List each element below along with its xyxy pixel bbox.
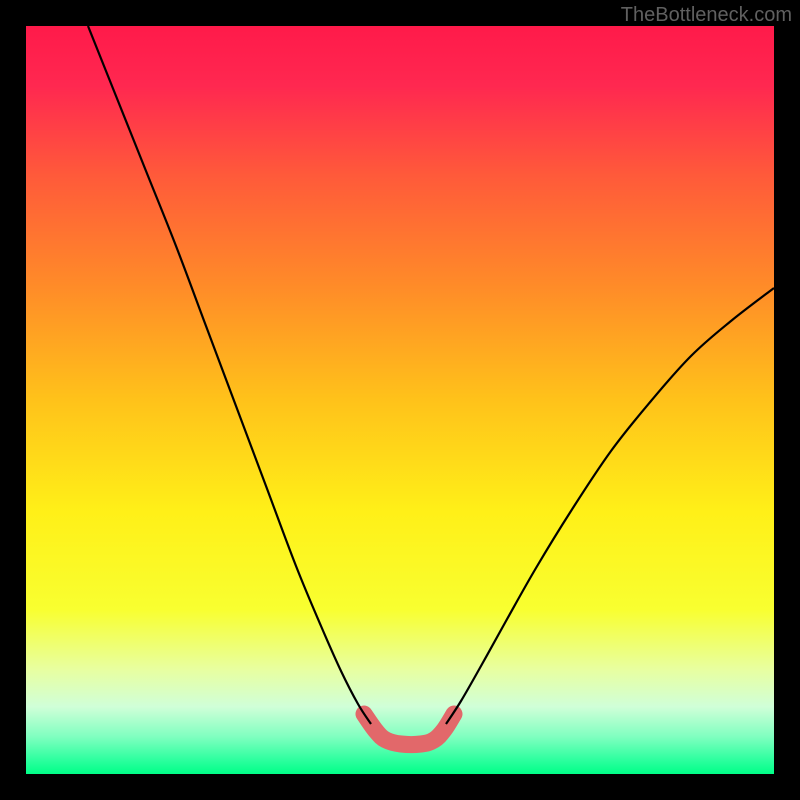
chart-container: TheBottleneck.com — [0, 0, 800, 800]
right-curve — [446, 288, 774, 724]
left-curve — [88, 26, 371, 724]
curves-layer — [26, 26, 774, 774]
attribution-text: TheBottleneck.com — [621, 4, 792, 27]
trough-marker — [364, 714, 454, 745]
plot-area — [26, 26, 774, 774]
